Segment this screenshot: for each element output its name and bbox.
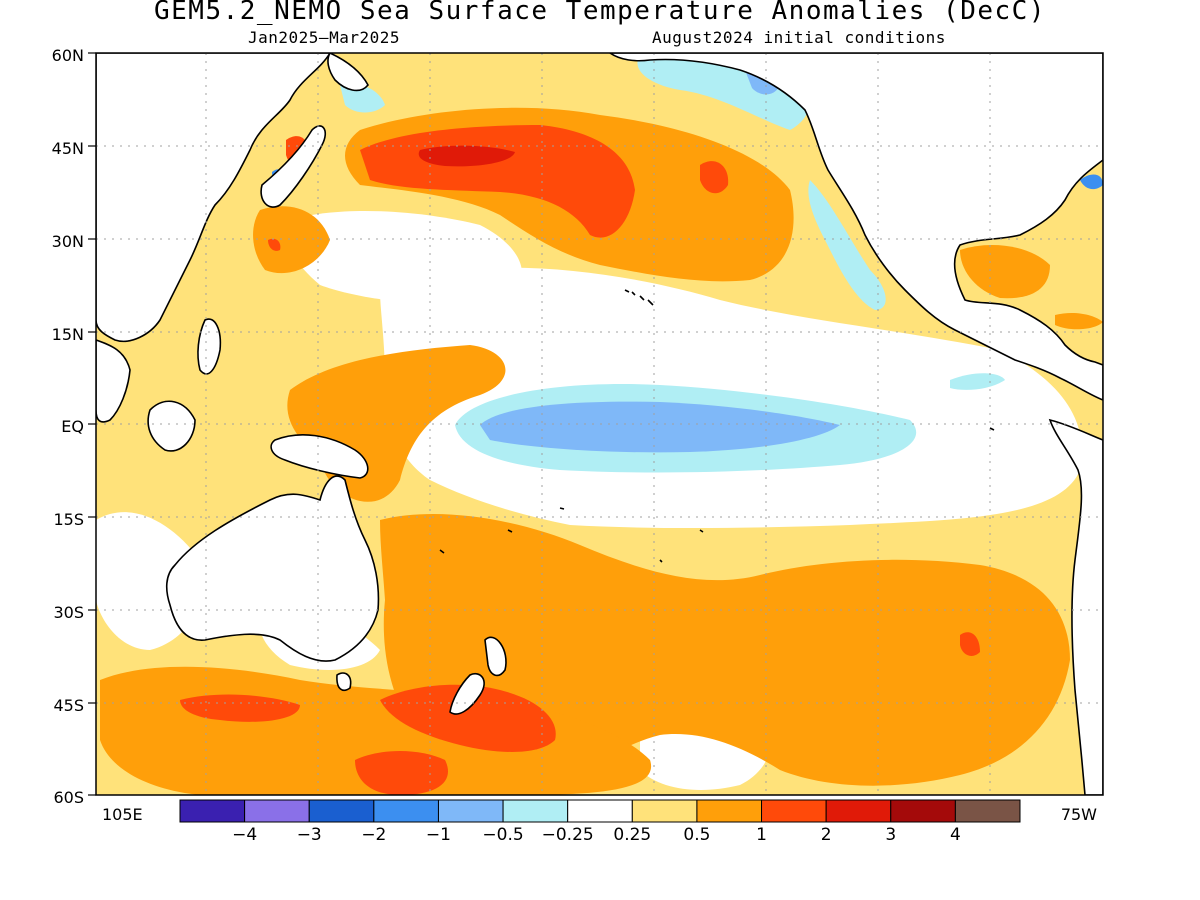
- south-america-land: [1048, 418, 1103, 795]
- cool-region-california: [808, 180, 886, 310]
- colorbar-tick-label: 0.25: [613, 825, 651, 845]
- asia-land: [96, 53, 331, 342]
- colorbar-swatch: [631, 799, 698, 823]
- hot-region-south-indian: [180, 694, 300, 722]
- hot-region-southern-ocean: [355, 751, 448, 795]
- colorbar-swatch: [179, 799, 246, 823]
- cool-region-north-pacific: [340, 83, 385, 113]
- hot-region-kuroshio-small: [268, 238, 281, 251]
- colorbar-tick-label: −0.25: [542, 825, 594, 845]
- lat-label: 45S: [53, 696, 84, 715]
- lat-labels: 60N 45N 30N 15N EQ 15S 30S 45S 60S: [52, 46, 84, 807]
- forecast-period: Jan2025–Mar2025: [248, 28, 400, 47]
- colorbar-swatch: [308, 799, 375, 823]
- colorbar-swatch: [890, 799, 956, 823]
- new-zealand-north: [484, 636, 507, 677]
- colorbar-swatch: [373, 799, 439, 823]
- cool-region-east-tropical: [950, 373, 1005, 390]
- lon-label-right: 75W: [1061, 805, 1097, 824]
- colorbar-tick-label: −3: [297, 825, 322, 845]
- anomaly-field: [96, 53, 1103, 795]
- lat-label: 30S: [53, 603, 84, 622]
- colorbar: [179, 799, 1021, 823]
- colorbar-labels: −4 −3 −2 −1 −0.5 −0.25 0.25 0.5 1 2 3 4: [232, 825, 961, 845]
- colorbar-swatch: [696, 799, 763, 823]
- lat-label: 60N: [52, 46, 84, 65]
- colorbar-swatch: [567, 799, 633, 823]
- hot-region-southeast-pacific: [960, 632, 980, 656]
- north-america-land: [608, 53, 1103, 401]
- map-title: GEM5.2_NEMO Sea Surface Temperature Anom…: [154, 0, 1046, 26]
- warm-region-kuroshio: [253, 206, 330, 274]
- lat-label: 15S: [53, 510, 84, 529]
- initial-conditions: August2024 initial conditions: [652, 28, 946, 47]
- warm-region-gulf-mexico: [960, 245, 1050, 299]
- colorbar-tick-label: −1: [426, 825, 451, 845]
- tasmania-land: [336, 672, 352, 691]
- colorbar-tick-label: −0.5: [482, 825, 523, 845]
- colorbar-tick-label: 1: [756, 825, 767, 845]
- colorbar-tick-label: 0.5: [683, 825, 710, 845]
- peak-region-north-pacific: [418, 145, 515, 167]
- kamchatka-land: [327, 53, 369, 92]
- new-zealand-south: [449, 673, 485, 715]
- new-guinea-land: [270, 434, 369, 479]
- lat-ticks: [88, 52, 96, 796]
- colorbar-swatch: [954, 799, 1021, 823]
- colorbar-swatch: [437, 799, 504, 823]
- island-outlines: [439, 289, 995, 563]
- coastlines: [96, 53, 1103, 795]
- cool-tongue-inner: [480, 401, 840, 453]
- colorbar-swatch: [502, 799, 569, 823]
- colorbar-tick-label: 4: [950, 825, 961, 845]
- lat-label: 45N: [52, 139, 84, 158]
- japan-land: [260, 125, 327, 208]
- hawaii-islands: [624, 289, 654, 306]
- lat-label: EQ: [61, 417, 84, 436]
- lat-label: 15N: [52, 325, 84, 344]
- neutral-region-north-pacific: [286, 210, 522, 305]
- cool-region-atlantic: [1080, 174, 1103, 190]
- lat-label: 60S: [53, 788, 84, 807]
- lon-label-left: 105E: [102, 805, 143, 824]
- indochina-land: [96, 339, 131, 423]
- colorbar-tick-label: −2: [361, 825, 386, 845]
- colorbar-swatch: [825, 799, 892, 823]
- philippines-land: [197, 318, 222, 375]
- colorbar-tick-label: −4: [232, 825, 257, 845]
- colorbar-tick-label: 2: [821, 825, 832, 845]
- colorbar-tick-label: 3: [885, 825, 896, 845]
- colorbar-swatch: [761, 799, 827, 823]
- hot-region-north-pacific-east: [700, 161, 729, 194]
- hot-region-tasman: [380, 684, 556, 752]
- colorbar-swatch: [244, 799, 310, 823]
- warm-region-caribbean: [1055, 312, 1103, 330]
- lat-label: 30N: [52, 232, 84, 251]
- australia-land: [165, 475, 380, 662]
- borneo-land: [147, 400, 196, 452]
- galapagos-islands: [989, 427, 995, 431]
- pacific-small-islands: [439, 507, 704, 563]
